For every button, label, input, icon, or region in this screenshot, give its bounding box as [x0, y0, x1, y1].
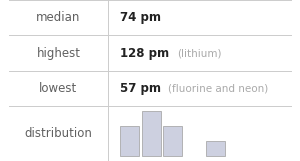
Text: median: median [36, 11, 81, 24]
Text: 74 pm: 74 pm [120, 11, 161, 24]
Bar [163, 126, 182, 156]
Bar [142, 111, 160, 156]
Bar [206, 141, 225, 156]
Text: highest: highest [37, 47, 80, 60]
Bar [120, 126, 139, 156]
Text: 57 pm: 57 pm [120, 82, 161, 95]
Text: 128 pm: 128 pm [120, 47, 169, 60]
Text: lowest: lowest [39, 82, 78, 95]
Text: (fluorine and neon): (fluorine and neon) [169, 84, 269, 94]
Text: distribution: distribution [25, 127, 92, 140]
Text: (lithium): (lithium) [177, 48, 221, 58]
